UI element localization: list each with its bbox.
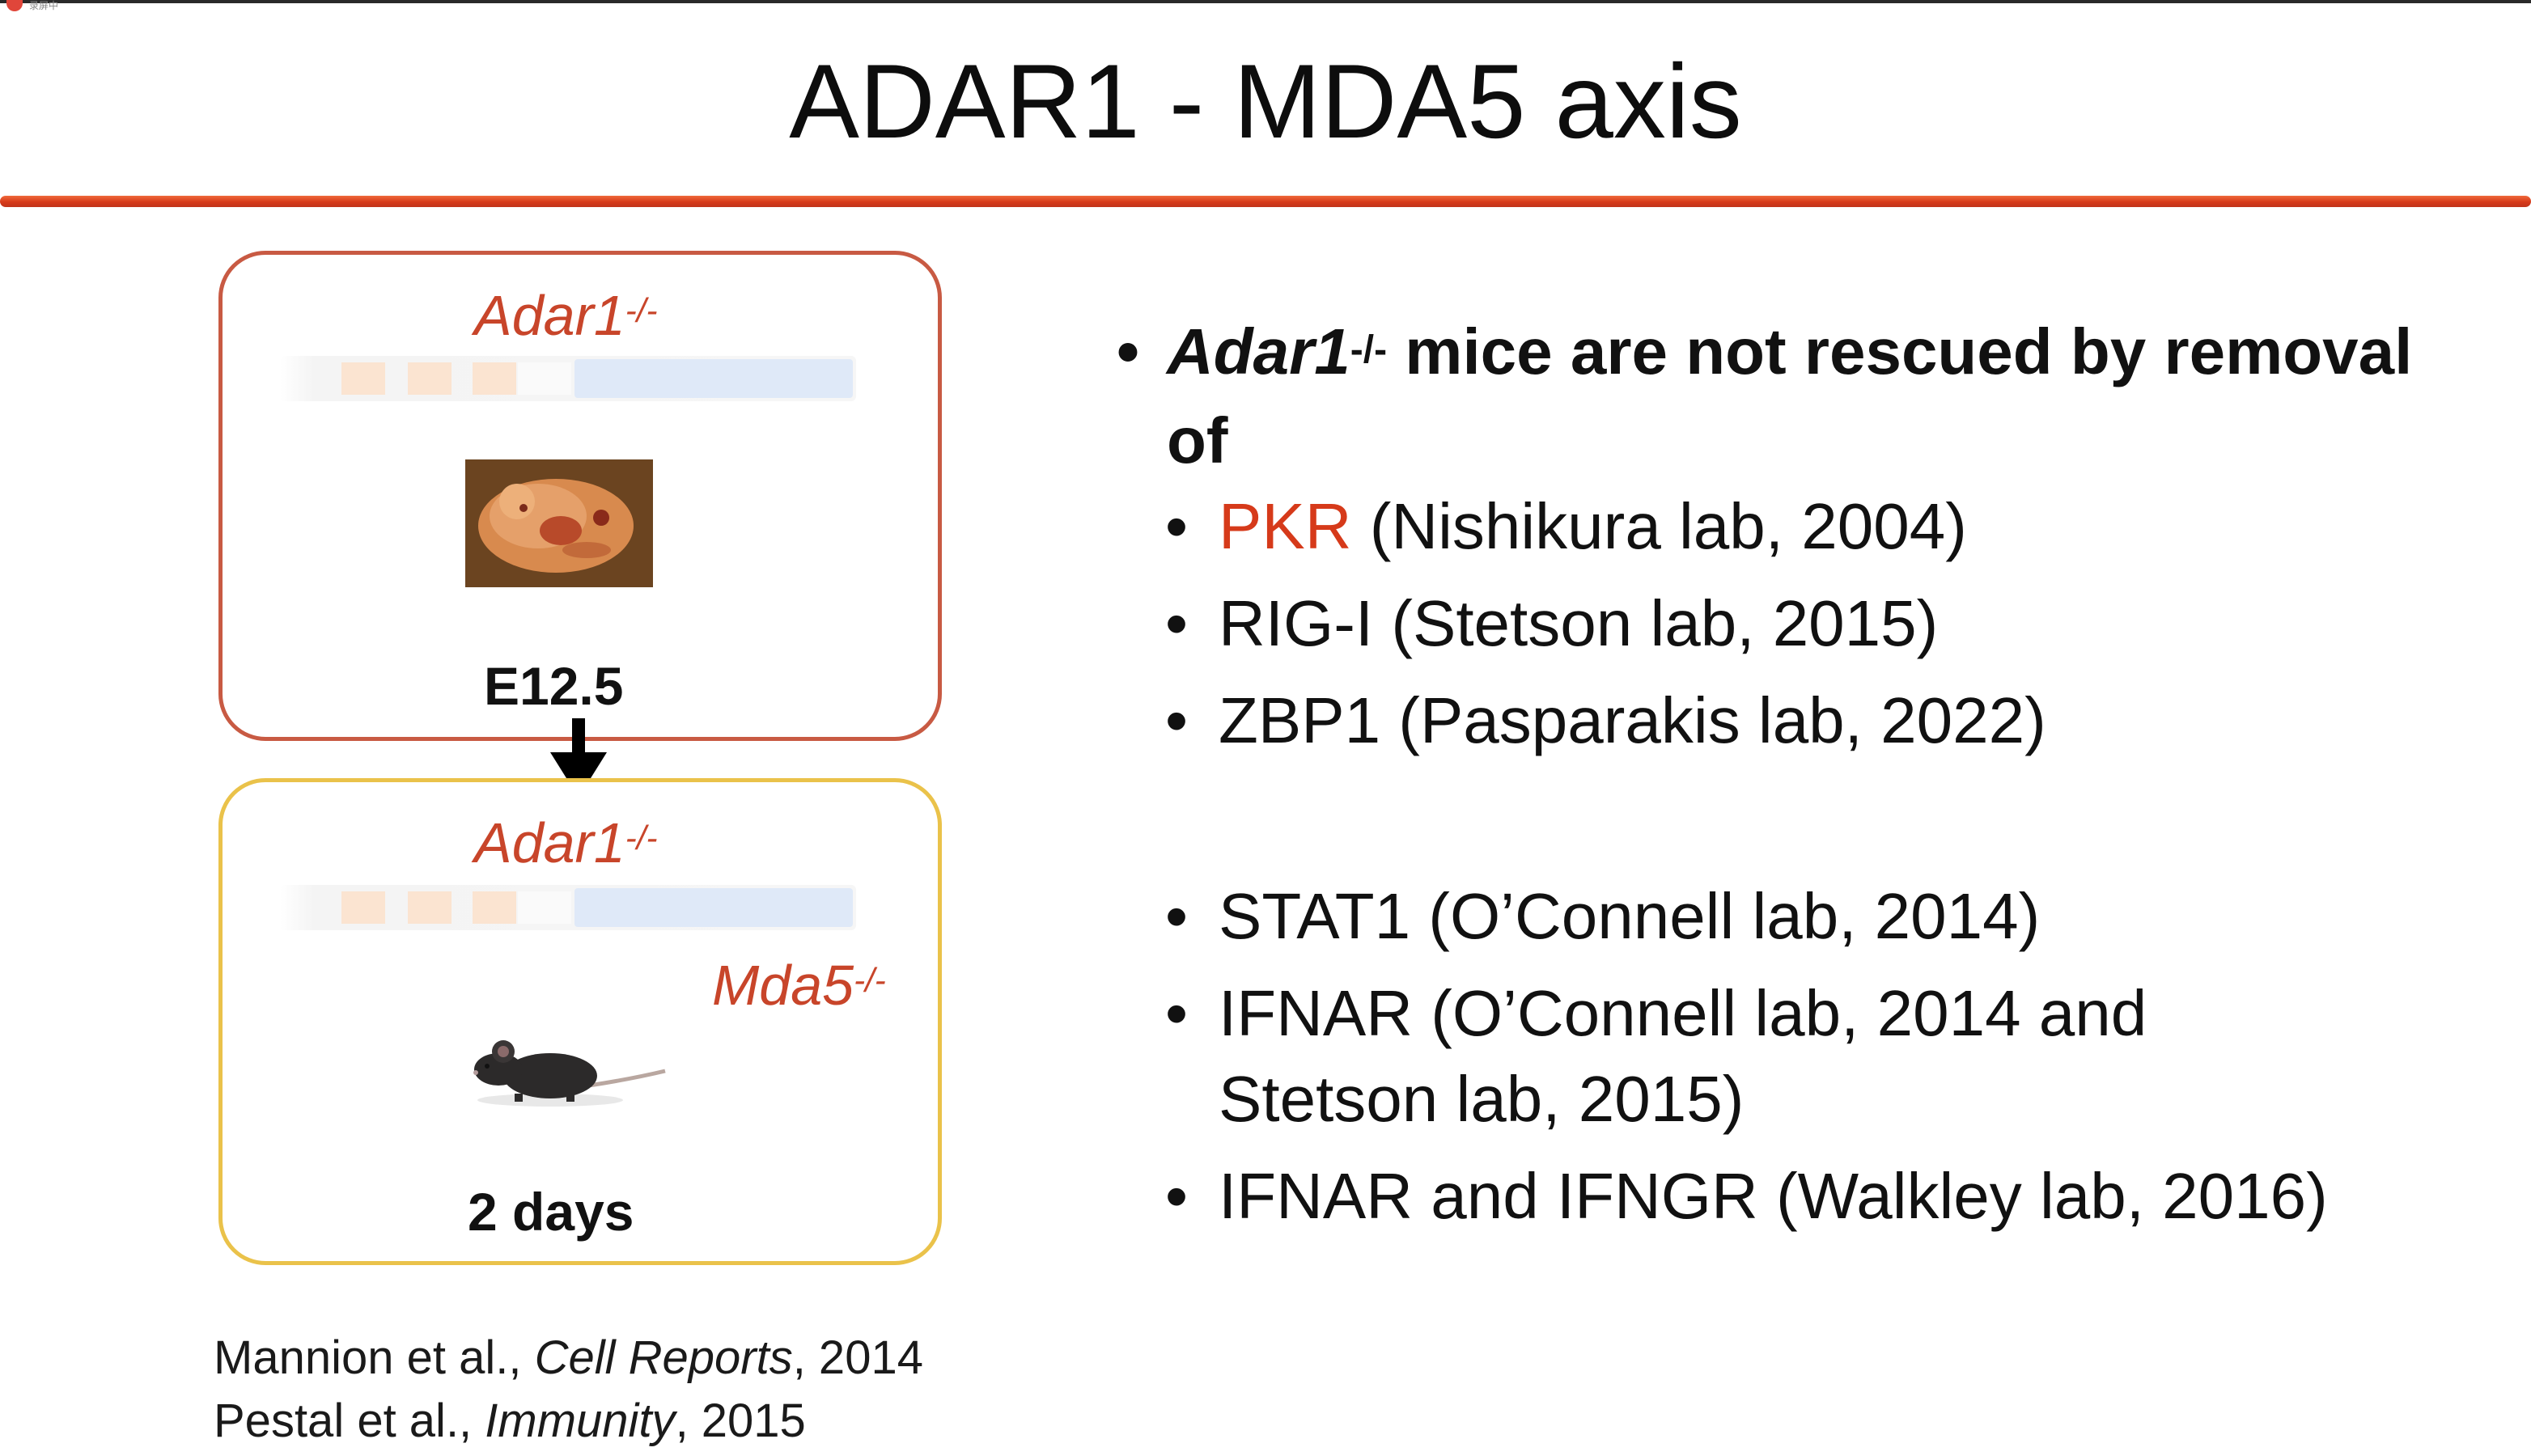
adar1-mda5-double-knockout-panel: [218, 778, 942, 1265]
stage-label-e12-5: E12.5: [484, 656, 624, 716]
reference-mannion: Mannion et al., Cell Reports, 2014: [214, 1331, 923, 1384]
reference-pestal: Pestal et al., Immunity, 2015: [214, 1395, 806, 1447]
bullet-dot-icon: •: [1165, 490, 1189, 562]
bullet-dot-icon: •: [1165, 1160, 1189, 1232]
bullet-dot-icon: •: [1165, 977, 1189, 1049]
stage-label-2-days: 2 days: [468, 1182, 634, 1242]
genotype-label-adar1-2: Adar1-/-: [474, 811, 658, 874]
window-top-border: [0, 0, 2531, 3]
genotype-label-mda5: Mda5-/-: [712, 954, 886, 1017]
gene-diagram: [280, 356, 856, 401]
down-arrow-icon: [572, 718, 585, 759]
mouse-photo: [473, 1040, 666, 1107]
genotype-label-adar1: Adar1-/-: [474, 284, 658, 347]
recording-indicator-label: 录屏中: [29, 0, 59, 11]
embryo-photo: [465, 459, 653, 587]
references: Mannion et al., Cell Reports, 2014 Pesta…: [214, 1327, 923, 1453]
title-underline: [0, 196, 2531, 207]
bullet-dot-icon: •: [1165, 587, 1189, 659]
bullet-dot-icon: •: [1165, 880, 1189, 952]
bullet-dot-icon: •: [1165, 684, 1189, 756]
recording-indicator-icon[interactable]: [6, 0, 23, 11]
slide-title: ADAR1 - MDA5 axis: [789, 42, 1742, 160]
bullet-dot-icon: •: [1117, 315, 1140, 387]
gene-diagram-2: [280, 885, 856, 930]
